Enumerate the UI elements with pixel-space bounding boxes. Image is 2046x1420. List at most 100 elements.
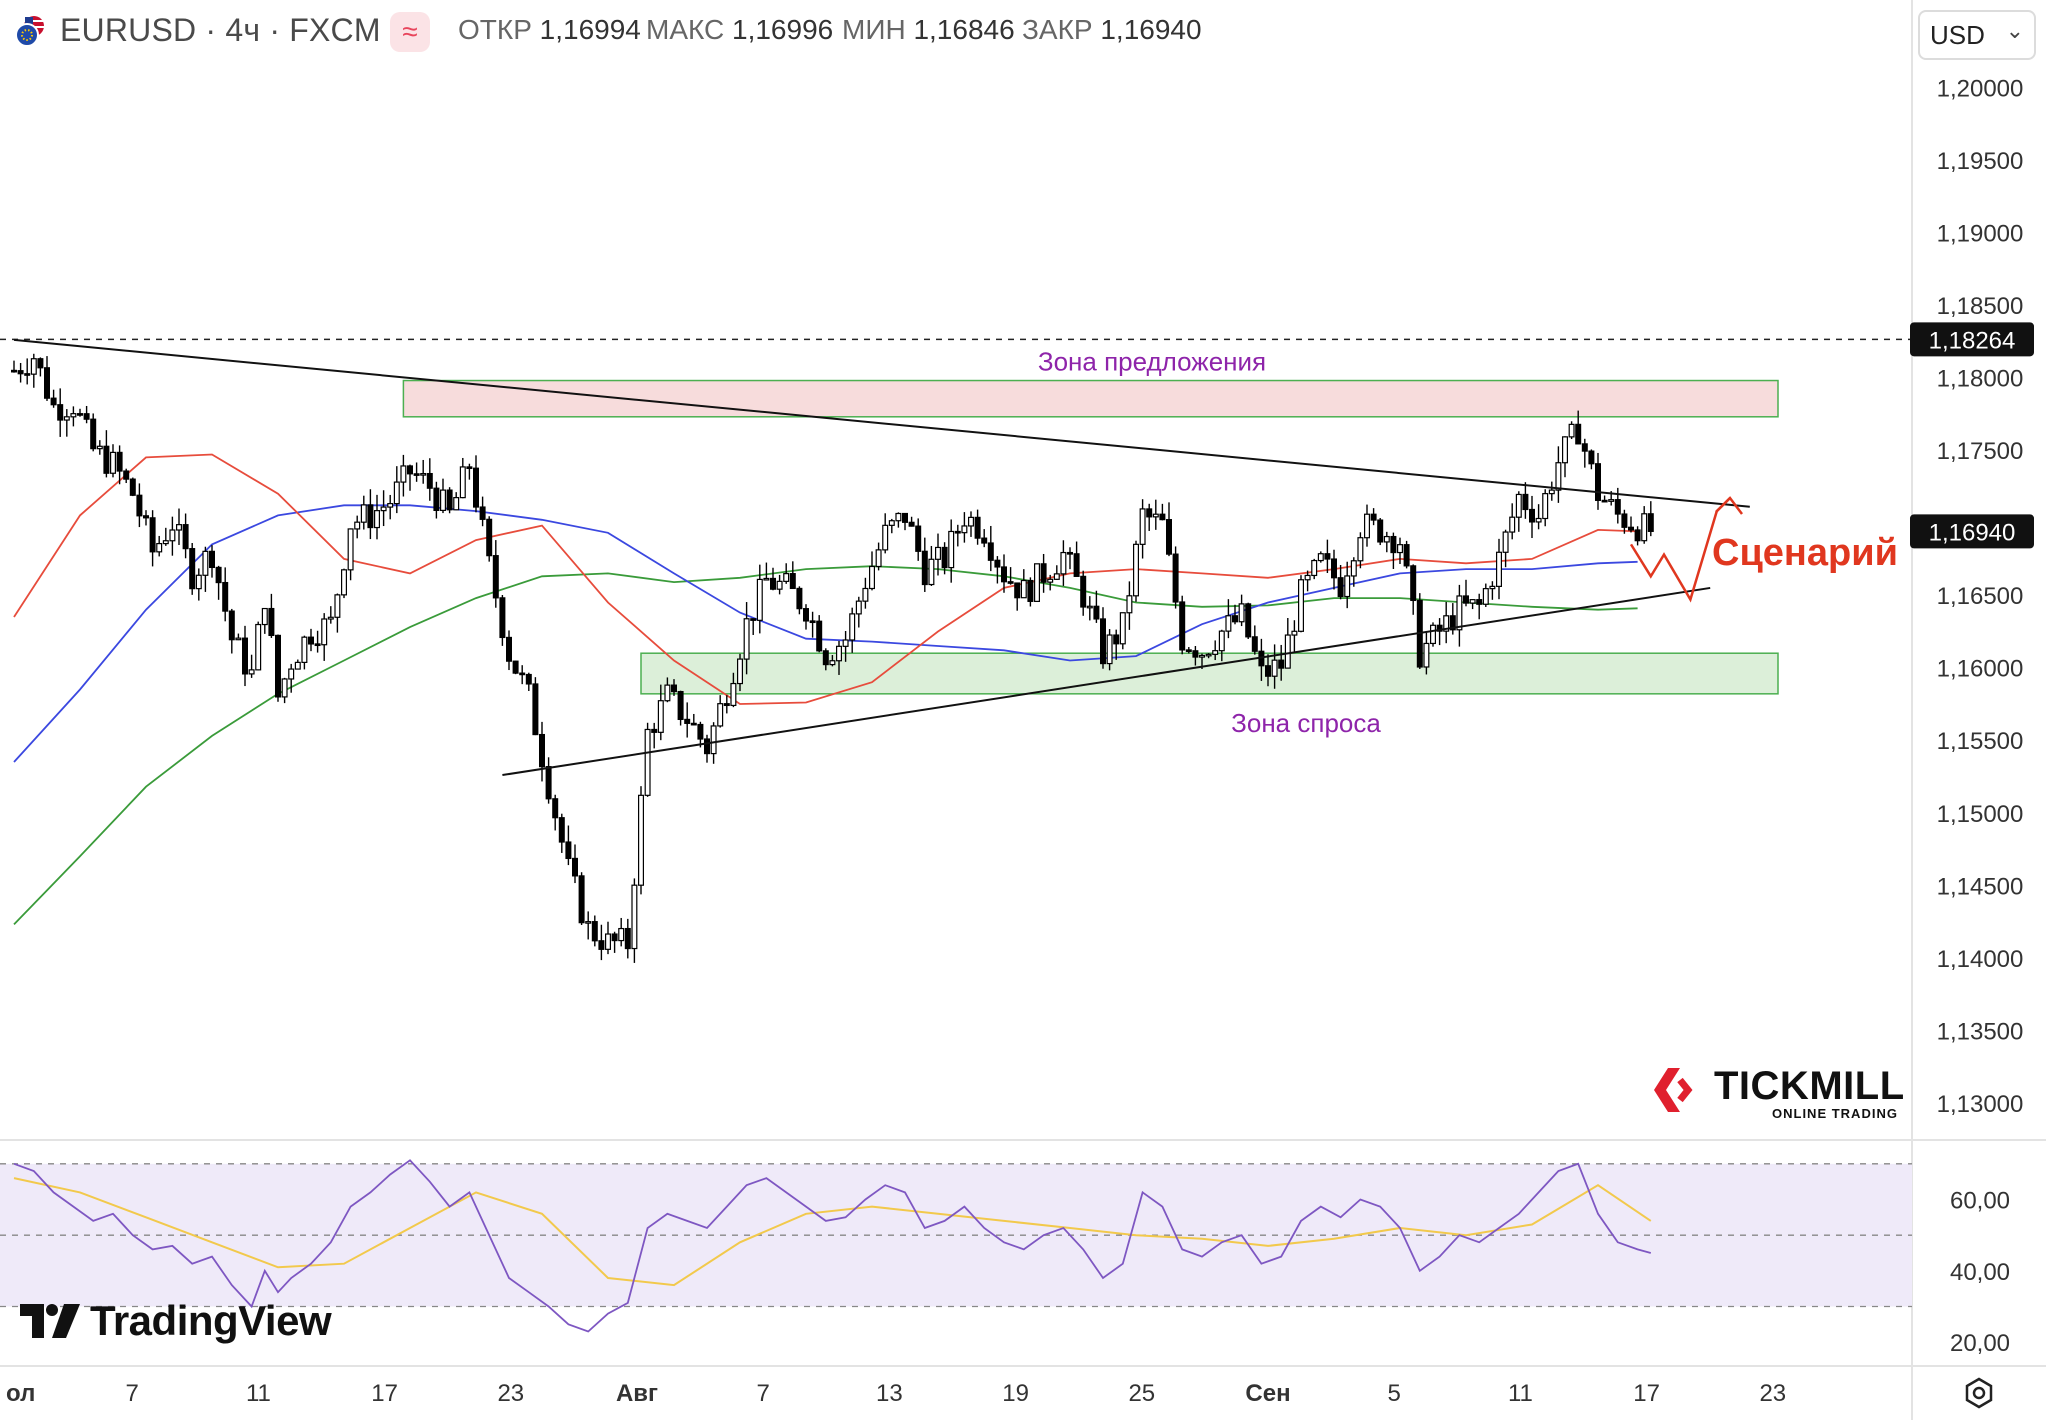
ohlc-close: ЗАКР 1,16940	[1022, 14, 1202, 46]
candle-body	[499, 597, 506, 639]
candle-body	[1423, 642, 1430, 668]
ohlc-low-value: 1,16846	[913, 14, 1015, 45]
candle-body	[1429, 624, 1436, 645]
candle-body	[1601, 499, 1608, 503]
candle-body	[1515, 493, 1522, 518]
candle-body	[400, 465, 407, 483]
candle-body	[1588, 450, 1595, 465]
tickmill-wordmark: TICKMILL	[1714, 1064, 1905, 1108]
candle-body	[374, 510, 381, 529]
candle-body	[697, 723, 704, 740]
candle-body	[1509, 516, 1516, 533]
candle-body	[1647, 513, 1654, 532]
candle-body	[532, 683, 539, 736]
candle-body	[1119, 612, 1126, 645]
candle-body	[156, 542, 163, 553]
candle-body	[1053, 573, 1060, 580]
candle-body	[842, 639, 849, 647]
candle-body	[684, 718, 691, 724]
candle-body	[202, 550, 209, 576]
candle-body	[367, 504, 374, 529]
candle-body	[1000, 566, 1007, 583]
candle-body	[473, 467, 480, 508]
time-tick-label: 17	[1633, 1380, 1660, 1407]
settings-icon[interactable]	[1962, 1376, 1996, 1410]
candle-body	[1581, 443, 1588, 452]
time-tick-label: 11	[246, 1380, 271, 1407]
candle-body	[1469, 599, 1476, 604]
candle-body	[822, 650, 829, 666]
level-badge	[1910, 322, 2034, 357]
candle-body	[288, 668, 295, 680]
currency-select[interactable]: USD ⌄	[1918, 10, 2036, 60]
ma-red-line	[13, 453, 1638, 705]
candle-body	[1528, 508, 1535, 523]
tradingview-icon	[20, 1304, 80, 1338]
candle-body	[1159, 513, 1166, 521]
price-tick-label: 1,14000	[1937, 946, 2024, 973]
candle-body	[1172, 553, 1179, 603]
candle-body	[255, 623, 262, 671]
symbol-title[interactable]: EURUSD · 4ч · FXCM	[60, 12, 381, 48]
candle-body	[578, 875, 585, 924]
candle-body	[1027, 579, 1034, 602]
supply-zone-label: Зона предложения	[1038, 347, 1266, 377]
chevron-down-icon: ⌄	[2005, 18, 2024, 43]
candle-body	[591, 921, 598, 942]
time-tick-label: 13	[876, 1380, 903, 1407]
indicator-icon[interactable]: ≈	[390, 12, 430, 52]
candle-body	[1357, 537, 1364, 562]
rsi-line	[13, 1159, 1652, 1333]
candle-body	[1007, 581, 1014, 584]
candle-body	[506, 636, 513, 662]
price-tick-label: 1,16000	[1937, 656, 2024, 683]
candle-body	[967, 516, 974, 527]
candle-body	[1297, 579, 1304, 632]
candle-body	[90, 418, 97, 450]
candle-body	[43, 367, 50, 399]
candle-body	[1535, 517, 1542, 523]
candle-body	[1377, 519, 1384, 543]
candle-body	[1073, 553, 1080, 577]
candle-body	[1495, 551, 1502, 587]
candle-body	[228, 610, 235, 641]
ohlc-open-value: 1,16994	[539, 14, 641, 45]
candle-body	[1106, 634, 1113, 665]
candle-body	[651, 728, 658, 733]
candle-body	[1476, 599, 1483, 605]
candle-body	[314, 643, 321, 647]
time-tick-label: Сен	[1245, 1380, 1290, 1407]
candle-body	[387, 503, 394, 508]
candle-body	[1608, 499, 1615, 502]
candle-body	[849, 613, 856, 641]
candle-body	[70, 413, 77, 418]
candle-body	[1139, 508, 1146, 545]
candle-body	[479, 506, 486, 520]
tickmill-subtitle: ONLINE TRADING	[1772, 1106, 1898, 1121]
candle-body	[30, 358, 37, 375]
tickmill-icon	[1654, 1068, 1693, 1112]
candle-body	[664, 684, 671, 702]
candle-body	[341, 569, 348, 596]
candle-body	[459, 466, 466, 499]
candle-body	[1093, 605, 1100, 620]
candle-body	[215, 566, 222, 584]
candle-body	[149, 517, 156, 553]
candle-body	[1350, 560, 1357, 577]
scenario-arrowhead	[1715, 496, 1743, 515]
candle-body	[750, 618, 757, 621]
candle-body	[466, 466, 473, 470]
supply-zone	[402, 379, 1779, 418]
candle-body	[1561, 436, 1568, 464]
candle-body	[618, 927, 625, 942]
candle-body	[321, 618, 328, 646]
tradingview-logo[interactable]: TradingView	[20, 1296, 332, 1346]
candle-body	[783, 573, 790, 582]
ohlc-high-label: МАКС	[646, 14, 725, 45]
candle-body	[789, 573, 796, 590]
candle-body	[565, 841, 572, 860]
candle-body	[50, 397, 57, 406]
candle-body	[525, 673, 532, 685]
time-tick-label: 7	[126, 1380, 139, 1407]
